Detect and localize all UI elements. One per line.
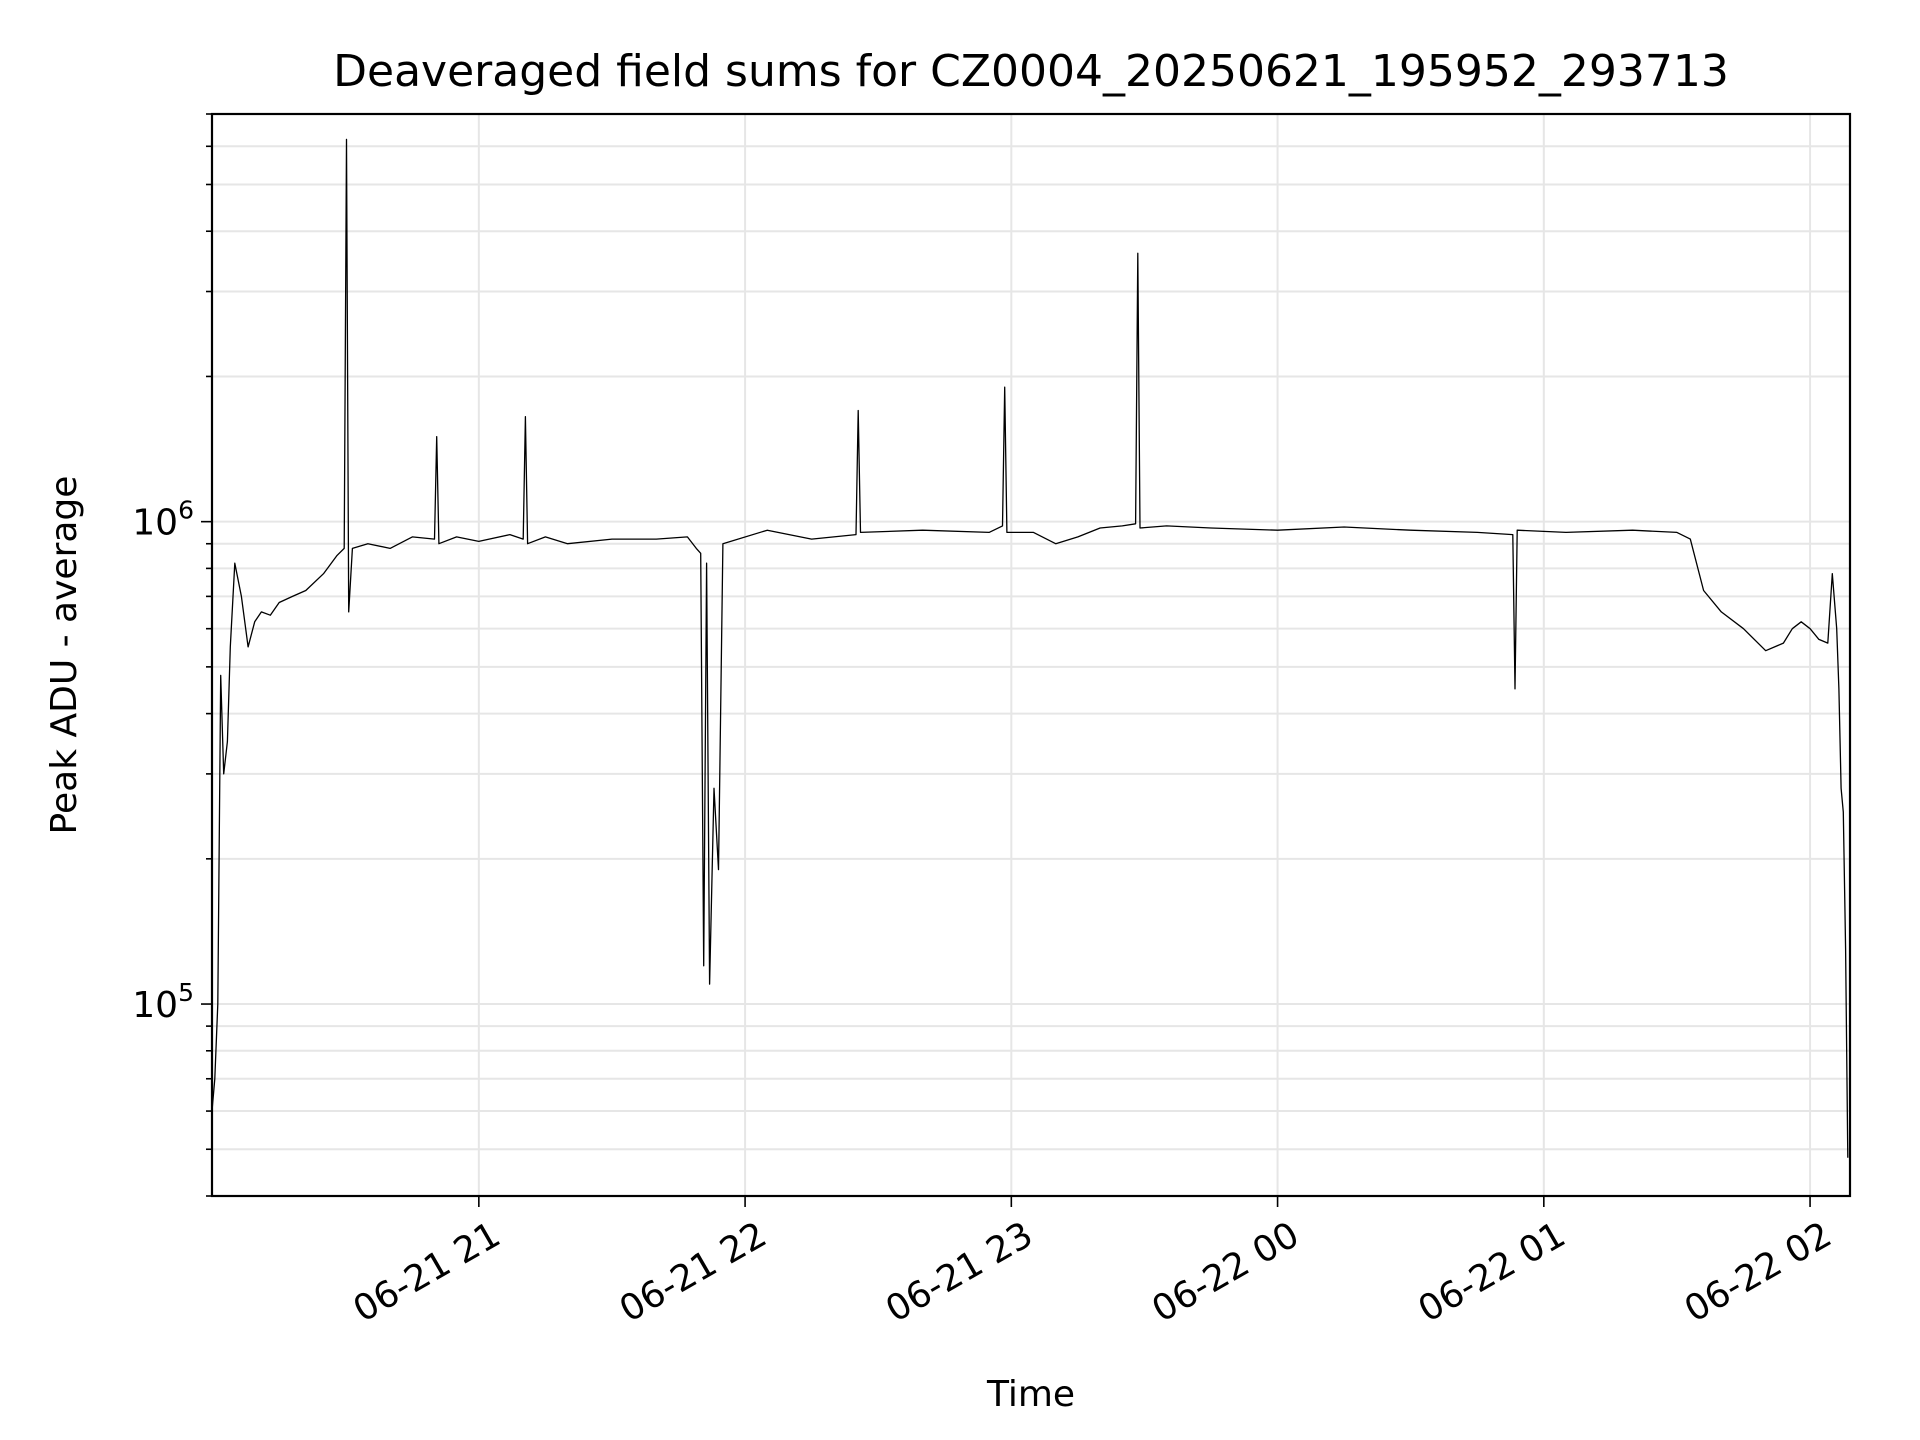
- grid: [212, 113, 1850, 1197]
- x-tick-label: 06-22 00: [1145, 1214, 1306, 1330]
- chart-title: Deaveraged field sums for CZ0004_2025062…: [333, 46, 1729, 97]
- axis-ticks: 105 106 06-21 21 06-21 22 06-21 23 06-22 00 06…: [132, 113, 1839, 1331]
- y-tick-label: 106: [132, 496, 194, 544]
- x-axis-label: Time: [986, 1374, 1075, 1415]
- x-tick-label: 06-22 02: [1678, 1214, 1839, 1330]
- plot-frame: [210, 112, 1852, 1198]
- x-tick-label: 06-22 01: [1412, 1214, 1573, 1330]
- series-line: [211, 138, 1849, 1158]
- x-tick-label: 06-21 23: [879, 1214, 1040, 1330]
- x-tick-label: 06-21 21: [347, 1214, 508, 1330]
- x-tick-label: 06-21 22: [613, 1214, 774, 1330]
- y-tick-label: 105: [132, 978, 194, 1026]
- y-axis-label: Peak ADU - average: [44, 476, 85, 835]
